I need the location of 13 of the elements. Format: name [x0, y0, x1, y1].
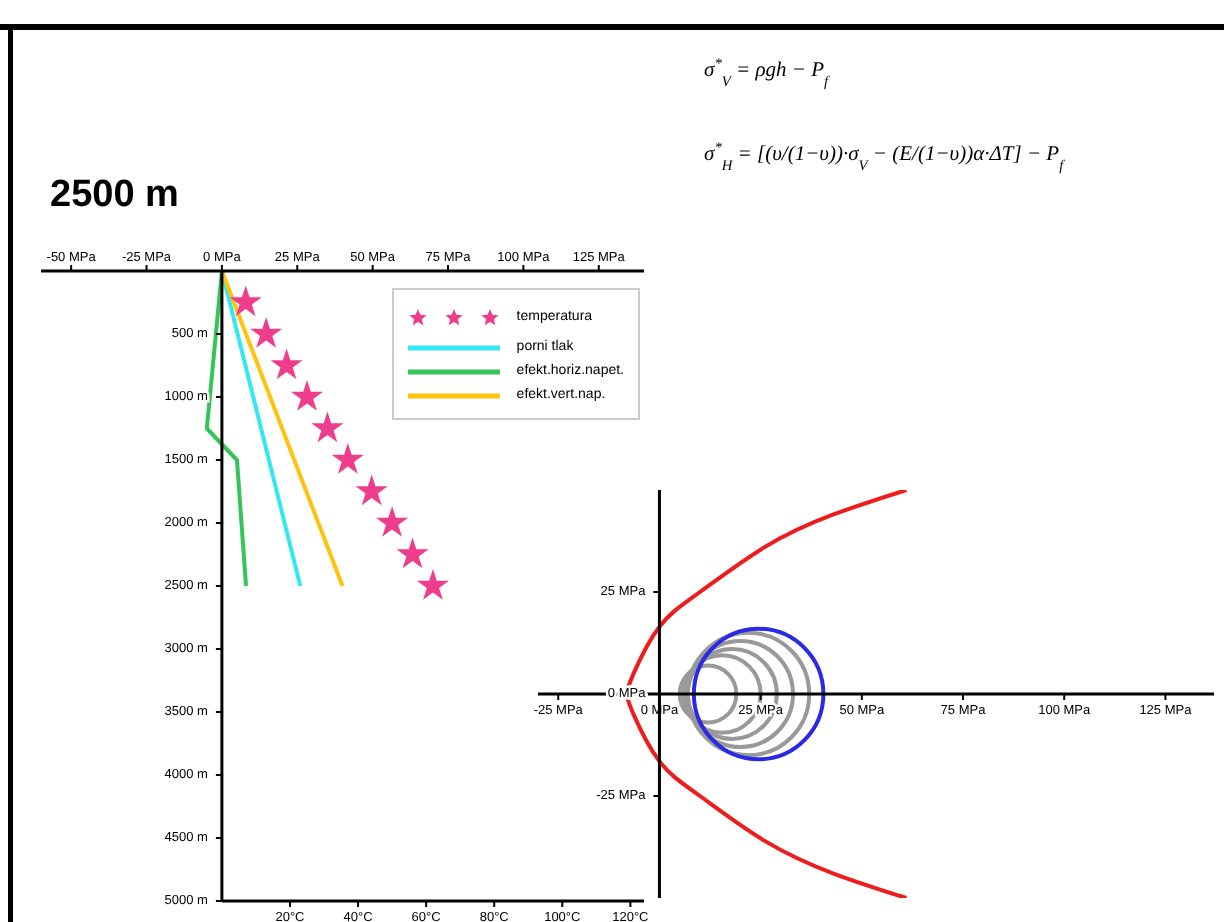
text: σ$^{*}$$_{V}$ = ρgh − P$_{f}$	[704, 53, 830, 89]
point	[376, 506, 409, 537]
point	[290, 380, 324, 411]
text: σ$^{*}$$_{H}$ = [(υ/(1−υ))·σ$_{V}$ − (E/(1−υ))α·ΔT] − P$_{f}$	[704, 137, 1066, 173]
point	[229, 285, 262, 317]
point	[396, 537, 429, 569]
point	[270, 348, 303, 380]
chart-title: 2500 m	[50, 174, 179, 216]
point	[311, 411, 344, 443]
point	[416, 569, 450, 600]
point	[331, 443, 364, 474]
point	[355, 474, 388, 506]
point	[250, 317, 283, 348]
